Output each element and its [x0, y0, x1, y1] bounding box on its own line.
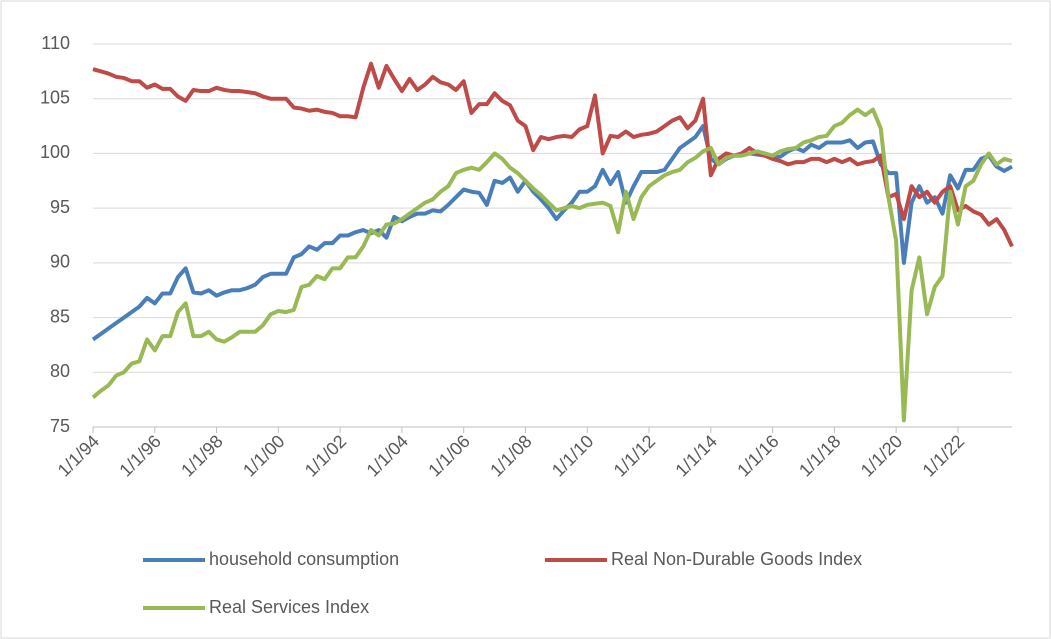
y-tick-label: 85 [50, 306, 70, 326]
y-tick-label: 80 [50, 361, 70, 381]
y-tick-label: 110 [41, 33, 70, 53]
y-tick-label: 105 [40, 87, 70, 107]
y-tick-label: 75 [50, 416, 70, 436]
y-tick-label: 95 [50, 197, 70, 217]
series-line [91, 124, 1013, 342]
y-tick-label: 90 [50, 252, 70, 272]
legend-label: Real Non-Durable Goods Index [611, 549, 862, 569]
series-line [91, 107, 1013, 423]
series-line [92, 61, 1014, 248]
y-tick-label: 100 [40, 142, 70, 162]
legend-label: Real Services Index [209, 597, 369, 617]
legend-label: household consumption [209, 549, 399, 569]
